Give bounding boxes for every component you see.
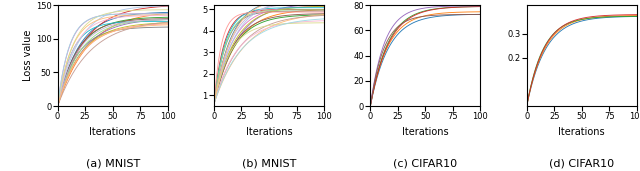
Text: (c) CIFAR10: (c) CIFAR10: [394, 159, 458, 168]
Text: (a) MNIST: (a) MNIST: [86, 159, 140, 168]
Text: (b) MNIST: (b) MNIST: [242, 159, 296, 168]
Y-axis label: Loss value: Loss value: [23, 30, 33, 81]
X-axis label: Iterations: Iterations: [559, 127, 605, 137]
X-axis label: Iterations: Iterations: [402, 127, 449, 137]
Text: (d) CIFAR10: (d) CIFAR10: [549, 159, 614, 168]
X-axis label: Iterations: Iterations: [246, 127, 292, 137]
X-axis label: Iterations: Iterations: [90, 127, 136, 137]
